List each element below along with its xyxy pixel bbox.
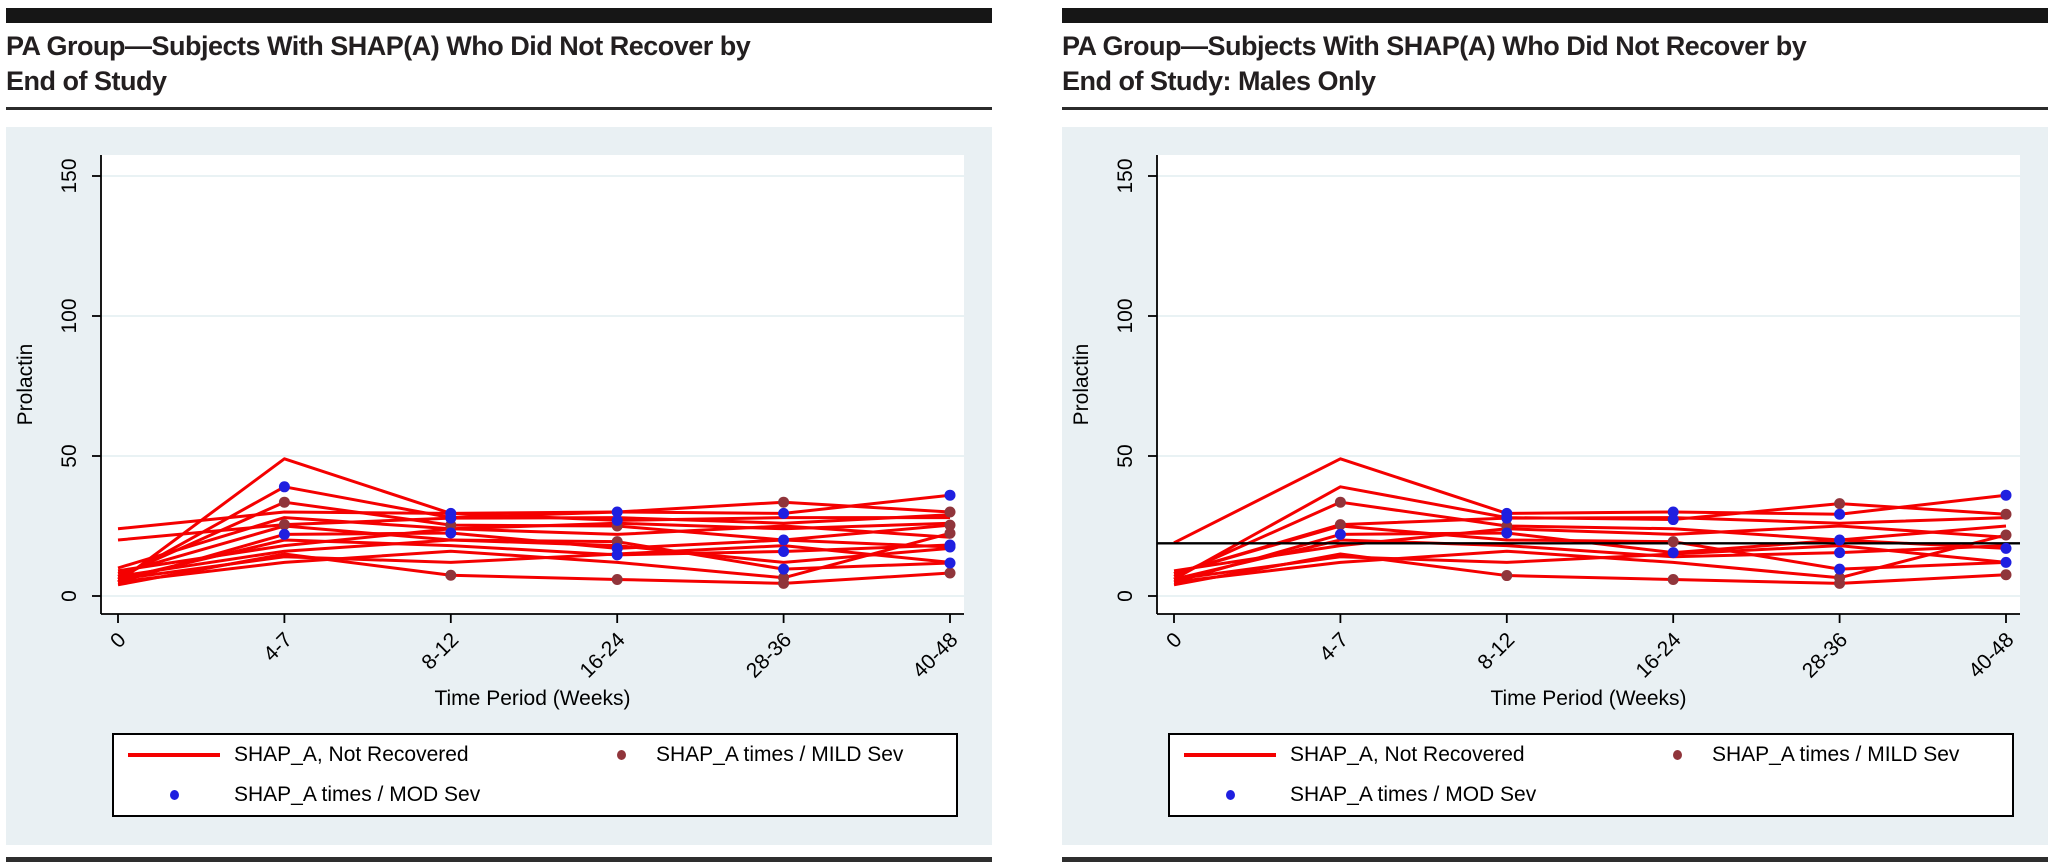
- svg-text:40-48: 40-48: [1964, 628, 2018, 682]
- axes: [1156, 155, 2020, 615]
- subject-line-subject-2: [117, 485, 951, 581]
- title-underline-rule: [1062, 107, 2048, 110]
- subject-line-subject-14: [117, 544, 951, 581]
- y-axis-label: Prolactin: [1070, 344, 1093, 426]
- legend-box: SHAP_A, Not Recovered SHAP_A times / MIL…: [112, 733, 958, 817]
- chart-column-all-subjects: PA Group—Subjects With SHAP(A) Who Did N…: [6, 8, 992, 862]
- prolactin-spaghetti-plot-males: 0 50 100 150 0 4-7 8-12 16-24 28-36 40-48 Prolacti…: [1070, 155, 2020, 710]
- chart-title: PA Group—Subjects With SHAP(A) Who Did N…: [1062, 29, 2042, 99]
- y-axis-label: Prolactin: [14, 344, 37, 426]
- title-bar-rule-top: [6, 8, 992, 23]
- svg-text:4-7: 4-7: [259, 628, 297, 666]
- legend-mod-dot-icon: [169, 790, 179, 800]
- title-bar-rule-top: [1062, 8, 2048, 23]
- svg-text:50: 50: [58, 444, 81, 467]
- chart-panel: 0 50 100 150 0 4-7 8-12 16-24 28-36 40-48 Prolacti…: [6, 127, 992, 845]
- svg-text:150: 150: [1114, 158, 1137, 193]
- legend-mild-dot-icon: [616, 750, 626, 760]
- subject-line-subject-12: [117, 538, 951, 578]
- chart-title-line2: End of Study: Males Only: [1062, 66, 1376, 96]
- subject-line-subject-13: [117, 516, 951, 570]
- svg-text:4-7: 4-7: [1315, 628, 1353, 666]
- subject-line-subject-1: [1173, 457, 2007, 545]
- subject-line-subject-8: [117, 524, 951, 576]
- legend-mod-dot-icon: [1225, 790, 1235, 800]
- legend-label-not-recovered: SHAP_A, Not Recovered: [1290, 743, 1525, 766]
- x-axis-ticks: 0 4-7 8-12 16-24 28-36 40-48: [1162, 614, 2019, 683]
- bottom-rule: [6, 857, 992, 862]
- chart-title-line1: PA Group—Subjects With SHAP(A) Who Did N…: [6, 31, 751, 61]
- plot-area: [1157, 155, 2020, 614]
- legend-box: SHAP_A, Not Recovered SHAP_A times / MIL…: [1168, 733, 2014, 817]
- svg-text:0: 0: [58, 590, 81, 602]
- subject-line-subject-7: [117, 538, 951, 581]
- x-axis-label: Time Period (Weeks): [434, 687, 630, 710]
- chart-panel: 0 50 100 150 0 4-7 8-12 16-24 28-36 40-48 Prolacti…: [1062, 127, 2048, 845]
- legend-label-mod-sev: SHAP_A times / MOD Sev: [1290, 783, 1537, 806]
- chart-title-line2: End of Study: [6, 66, 167, 96]
- svg-text:28-36: 28-36: [742, 628, 796, 682]
- svg-text:0: 0: [1162, 628, 1187, 653]
- subject-lines: [117, 457, 951, 587]
- svg-text:100: 100: [58, 298, 81, 333]
- mild-sev-markers: [1334, 496, 2012, 589]
- chart-title: PA Group—Subjects With SHAP(A) Who Did N…: [6, 29, 986, 99]
- gridlines: [1157, 175, 2020, 597]
- svg-text:0: 0: [106, 628, 131, 653]
- legend-label-mild-sev: SHAP_A times / MILD Sev: [656, 743, 904, 766]
- plot-area: [101, 155, 964, 614]
- legend-label-mild-sev: SHAP_A times / MILD Sev: [1712, 743, 1960, 766]
- svg-text:150: 150: [58, 158, 81, 193]
- subject-line-subject-10: [1173, 524, 2007, 573]
- bottom-rule: [1062, 857, 2048, 862]
- svg-text:50: 50: [1114, 444, 1137, 467]
- legend-mild-dot-icon: [1672, 750, 1682, 760]
- mod-sev-markers: [278, 481, 956, 575]
- svg-text:0: 0: [1114, 590, 1137, 602]
- chart-column-males-only: PA Group—Subjects With SHAP(A) Who Did N…: [1062, 8, 2048, 862]
- svg-text:16-24: 16-24: [575, 628, 629, 682]
- prolactin-spaghetti-plot: 0 50 100 150 0 4-7 8-12 16-24 28-36 40-48 Prolacti…: [14, 155, 964, 710]
- svg-text:8-12: 8-12: [1473, 628, 1519, 674]
- legend-red-line-swatch: [128, 753, 220, 757]
- subject-line-subject-11: [1173, 544, 2007, 581]
- subject-line-subject-7: [1173, 524, 2007, 576]
- legend-label-mod-sev: SHAP_A times / MOD Sev: [234, 783, 481, 806]
- legend-red-line-swatch: [1184, 753, 1276, 757]
- svg-text:16-24: 16-24: [1631, 628, 1685, 682]
- x-axis-label: Time Period (Weeks): [1490, 687, 1686, 710]
- title-underline-rule: [6, 107, 992, 110]
- subject-line-subject-6: [1173, 538, 2007, 581]
- mod-sev-markers: [1334, 489, 2012, 575]
- y-axis-ticks: 0 50 100 150: [58, 158, 101, 602]
- svg-text:8-12: 8-12: [417, 628, 463, 674]
- chart-title-line1: PA Group—Subjects With SHAP(A) Who Did N…: [1062, 31, 1807, 61]
- x-axis-ticks: 0 4-7 8-12 16-24 28-36 40-48: [106, 614, 963, 683]
- axes: [100, 155, 964, 615]
- svg-text:28-36: 28-36: [1798, 628, 1852, 682]
- gridlines: [101, 175, 964, 597]
- y-axis-ticks: 0 50 100 150: [1114, 158, 1157, 602]
- svg-text:100: 100: [1114, 298, 1137, 333]
- subject-line-subject-3: [1173, 500, 2007, 578]
- svg-text:40-48: 40-48: [908, 628, 962, 682]
- subject-line-subject-1: [117, 457, 951, 584]
- legend-label-not-recovered: SHAP_A, Not Recovered: [234, 743, 469, 766]
